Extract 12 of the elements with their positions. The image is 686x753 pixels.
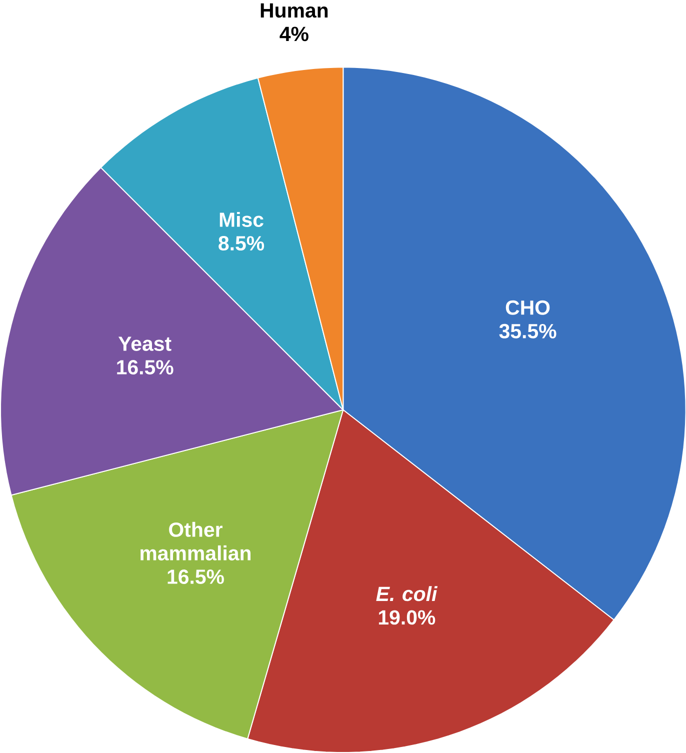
data-label: 16.5% xyxy=(168,569,224,584)
slice-label: E. coli xyxy=(376,586,438,602)
data-label: 16.5% xyxy=(116,360,174,374)
slice-label: Other mammalian xyxy=(140,522,250,560)
data-label: 4% xyxy=(280,26,308,42)
data-label: 19.0% xyxy=(378,610,435,625)
data-label: 8.5% xyxy=(218,236,264,251)
slice-label: Human xyxy=(260,3,328,18)
data-label: 35.5% xyxy=(499,324,556,338)
slice-label: Misc xyxy=(220,212,264,227)
slice-label: Yeast xyxy=(118,336,172,351)
slice-label: CHO xyxy=(506,300,550,315)
